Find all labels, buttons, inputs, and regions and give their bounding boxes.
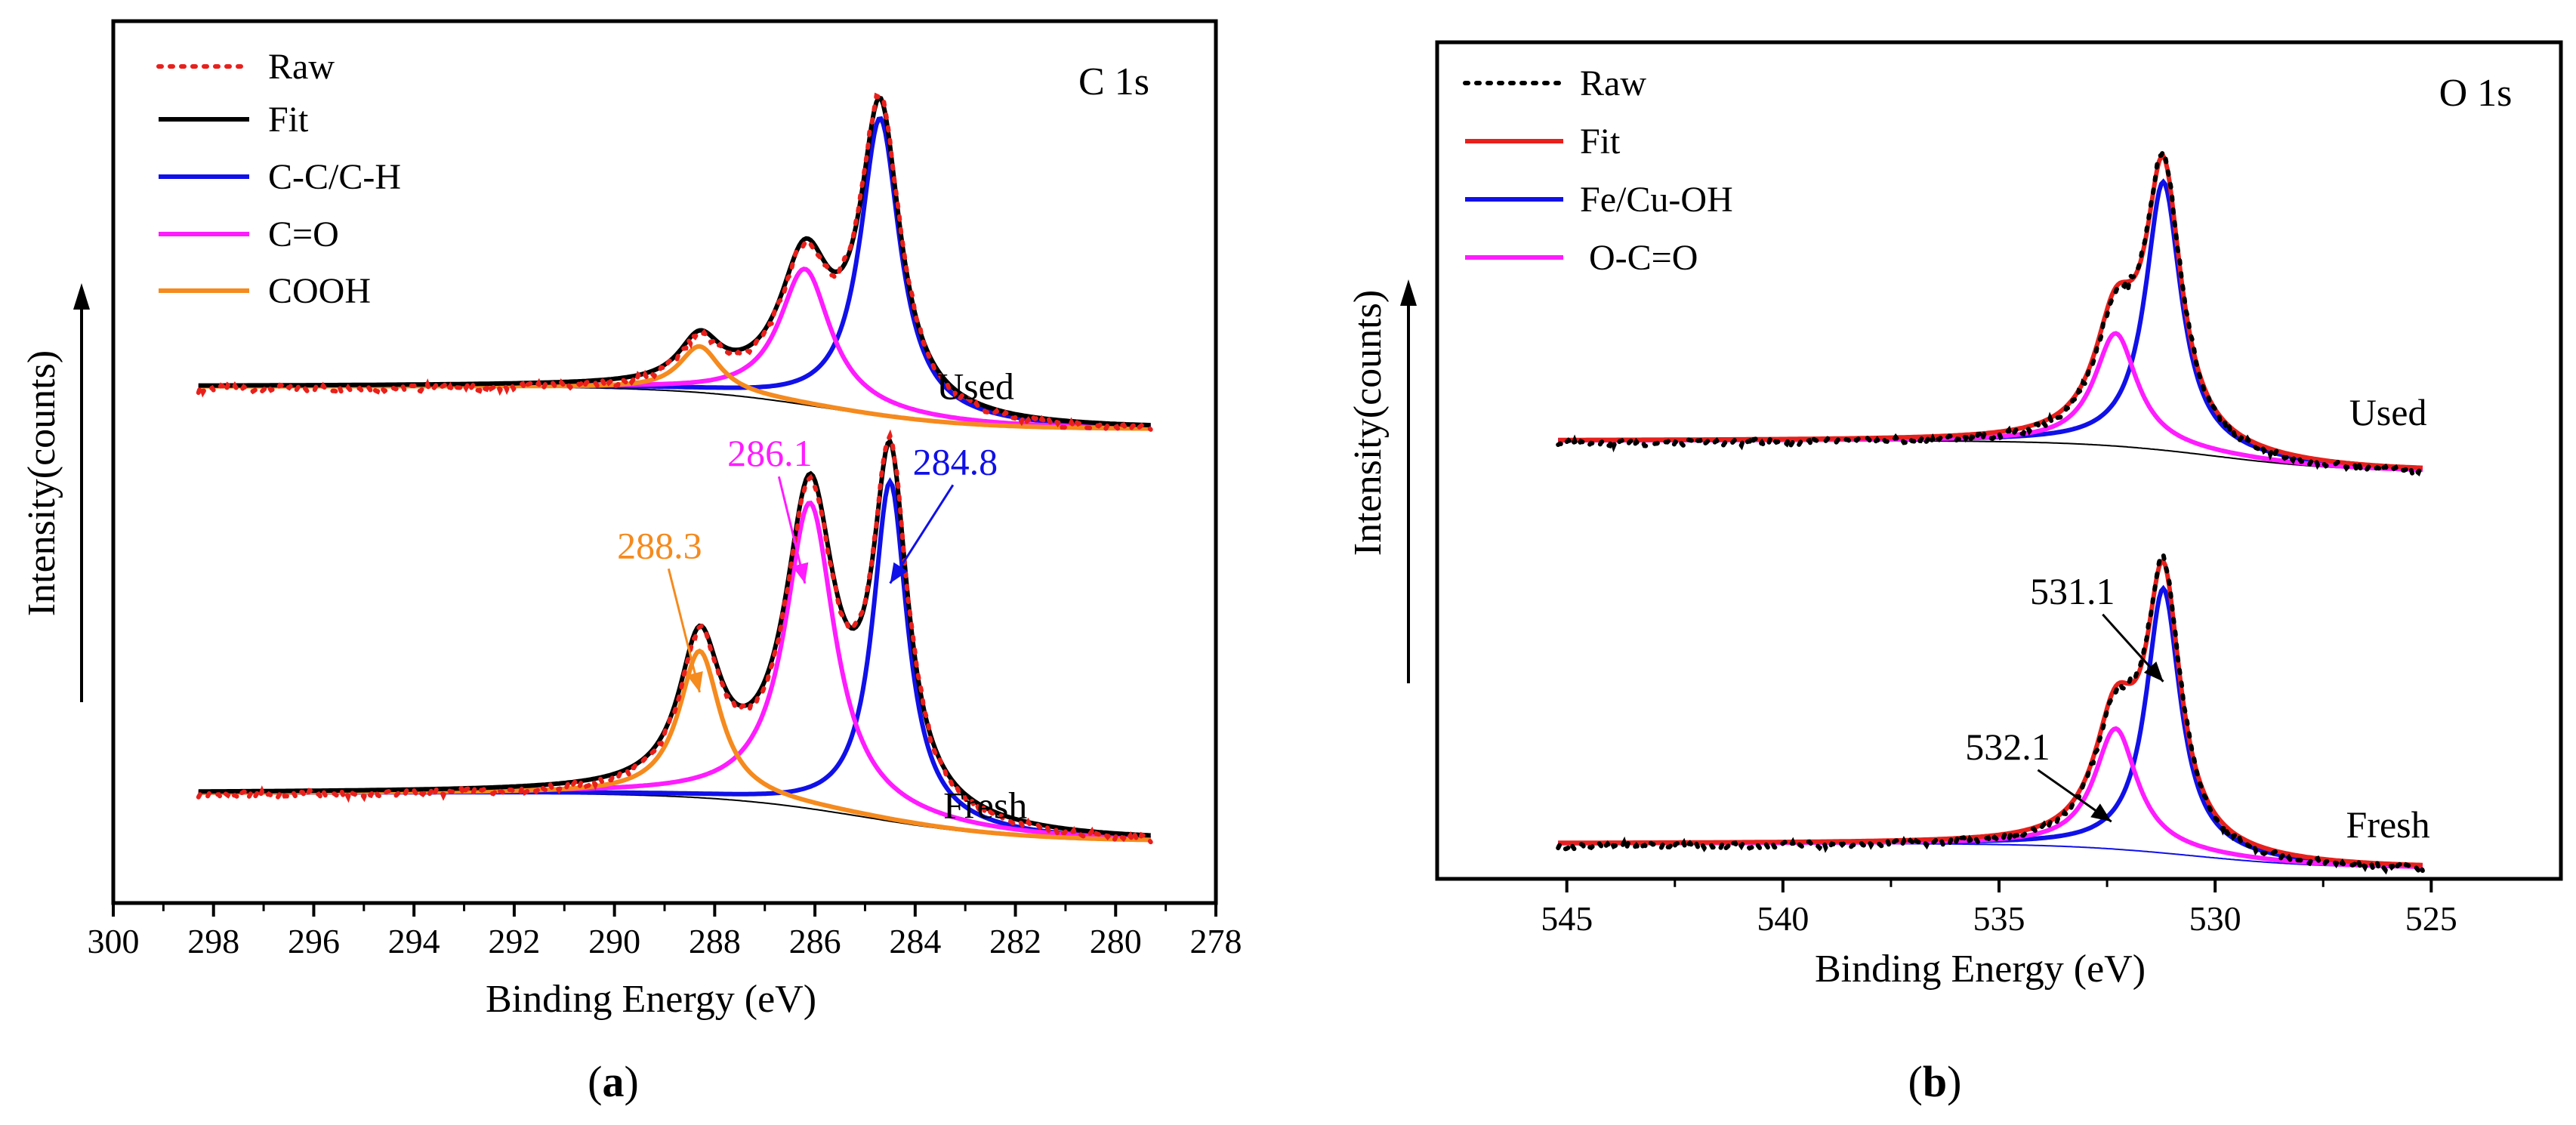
x-tick-label-540: 540 bbox=[1757, 899, 1809, 938]
panel-a-caption-letter: a bbox=[603, 1057, 625, 1106]
panel-b-annotations: 531.1 532.1 bbox=[1965, 570, 2164, 823]
x-tick-label-278: 278 bbox=[1190, 922, 1242, 960]
raw-data-used bbox=[196, 92, 1153, 436]
x-tick-label-290: 290 bbox=[588, 922, 640, 960]
raw-data-fresh bbox=[196, 429, 1153, 847]
x-tick-label-282: 282 bbox=[989, 922, 1041, 960]
legend-b-raw: Raw bbox=[1463, 63, 1646, 103]
x-tick-label-300: 300 bbox=[88, 922, 140, 960]
annotation-arrowhead-531-1 bbox=[2143, 661, 2164, 682]
panel-b-raw-data bbox=[1556, 146, 2425, 876]
panel-a-raw-data bbox=[196, 92, 1153, 847]
peak-o-c-o-used bbox=[1558, 331, 2423, 472]
annotation-284-8: 284.8 bbox=[913, 440, 998, 482]
panel-a-ylabel-arrow bbox=[73, 283, 90, 702]
annotation-arrowhead-288-3 bbox=[686, 671, 703, 692]
x-tick-label-530: 530 bbox=[2189, 899, 2241, 938]
panel-a-x-axis: 300 298 296 294 292 290 288 286 284 282 280 278 bbox=[88, 903, 1242, 960]
x-tick-label-286: 286 bbox=[789, 922, 841, 960]
x-tick-label-296: 296 bbox=[288, 922, 340, 960]
legend-a-raw-label: Raw bbox=[268, 47, 335, 87]
panel-b-background-lines bbox=[1558, 439, 2423, 869]
panel-a-ylabel: Intensity(counts) bbox=[20, 350, 63, 616]
panel-a-background-lines bbox=[198, 385, 1151, 842]
panel-b-caption: (b) bbox=[1908, 1057, 1962, 1106]
panel-b-xlabel: Binding Energy (eV) bbox=[1815, 948, 2146, 991]
legend-a-co: C=O bbox=[159, 214, 339, 254]
panel-a-annotations: 288.3 286.1 284.8 bbox=[617, 432, 998, 693]
x-tick-label-294: 294 bbox=[388, 922, 440, 960]
annotation-532-1: 532.1 bbox=[1965, 726, 2050, 768]
panel-b-trace-label-used: Used bbox=[2349, 391, 2427, 433]
panel-a-trace-label-fresh: Fresh bbox=[943, 784, 1027, 826]
legend-b-fecu: Fe/Cu-OH bbox=[1465, 180, 1733, 220]
legend-b-fit: Fit bbox=[1465, 122, 1621, 162]
panel-b-caption-letter: b bbox=[1923, 1057, 1947, 1106]
panel-a-chart: Intensity(counts) 300 298 296 294 292 290 288 2… bbox=[20, 19, 1242, 1106]
legend-a-cc-label: C-C/C-H bbox=[268, 157, 401, 197]
peak-fe-cu-oh-used bbox=[1558, 178, 2423, 471]
panel-a-legend: Raw Fit C-C/C-H C=O COOH bbox=[156, 47, 401, 311]
fit-curve-fresh bbox=[198, 437, 1151, 838]
fit-curve-used bbox=[198, 94, 1151, 428]
panel-b-chart: Intensity(counts) 545 540 535 530 525 531.15… bbox=[1347, 40, 2563, 1106]
annotation-531-1: 531.1 bbox=[2030, 570, 2115, 612]
x-tick-label-545: 545 bbox=[1541, 899, 1593, 938]
annotation-288-3: 288.3 bbox=[617, 524, 702, 566]
legend-a-raw: Raw bbox=[156, 47, 335, 87]
legend-a-fit: Fit bbox=[159, 100, 309, 140]
raw-data-used bbox=[1556, 146, 2425, 479]
panel-b-trace-label-fresh: Fresh bbox=[2346, 803, 2430, 846]
panel-a-xlabel: Binding Energy (eV) bbox=[486, 978, 816, 1021]
legend-a-cooh-label: COOH bbox=[268, 271, 371, 311]
annotation-arrowhead-286-1 bbox=[791, 562, 809, 584]
panel-b-ylabel: Intensity(counts) bbox=[1347, 290, 1390, 556]
legend-a-cc: C-C/C-H bbox=[159, 157, 401, 197]
legend-a-cooh: COOH bbox=[159, 271, 371, 311]
x-tick-label-288: 288 bbox=[689, 922, 741, 960]
panel-b-ylabel-arrow bbox=[1400, 279, 1417, 683]
annotation-arrow-line-288-3 bbox=[667, 568, 701, 693]
fit-curve-fresh bbox=[1558, 558, 2423, 868]
x-tick-label-525: 525 bbox=[2405, 899, 2457, 938]
annotation-286-1: 286.1 bbox=[727, 432, 813, 474]
panel-a-title: C 1s bbox=[1078, 60, 1149, 103]
panel-b-title: O 1s bbox=[2439, 72, 2513, 115]
panel-a-component-peaks bbox=[198, 116, 1151, 843]
panel-a-plot-frame bbox=[111, 19, 1218, 905]
panel-a-trace-label-used: Used bbox=[936, 365, 1014, 407]
x-tick-label-298: 298 bbox=[187, 922, 239, 960]
legend-b-fecu-label: Fe/Cu-OH bbox=[1580, 180, 1733, 220]
raw-data-fresh bbox=[1556, 551, 2425, 876]
x-tick-label-284: 284 bbox=[889, 922, 941, 960]
legend-a-co-label: C=O bbox=[268, 214, 339, 254]
x-tick-label-535: 535 bbox=[1973, 899, 2025, 938]
legend-a-fit-label: Fit bbox=[268, 100, 309, 140]
annotation-arrowhead-532-1 bbox=[2090, 803, 2112, 822]
panel-b-x-axis: 545 540 535 530 525 bbox=[1541, 879, 2457, 938]
legend-b-oco: O-C=O bbox=[1465, 238, 1698, 278]
x-tick-label-292: 292 bbox=[488, 922, 540, 960]
annotation-arrowhead-284-8 bbox=[890, 562, 908, 584]
legend-b-raw-label: Raw bbox=[1580, 63, 1646, 103]
panel-b-legend: Raw Fit Fe/Cu-OH O-C=O bbox=[1463, 63, 1733, 278]
panel-a-caption: (a) bbox=[588, 1057, 639, 1106]
x-tick-label-280: 280 bbox=[1090, 922, 1142, 960]
legend-b-oco-label: O-C=O bbox=[1580, 238, 1698, 278]
legend-b-fit-label: Fit bbox=[1580, 122, 1621, 162]
